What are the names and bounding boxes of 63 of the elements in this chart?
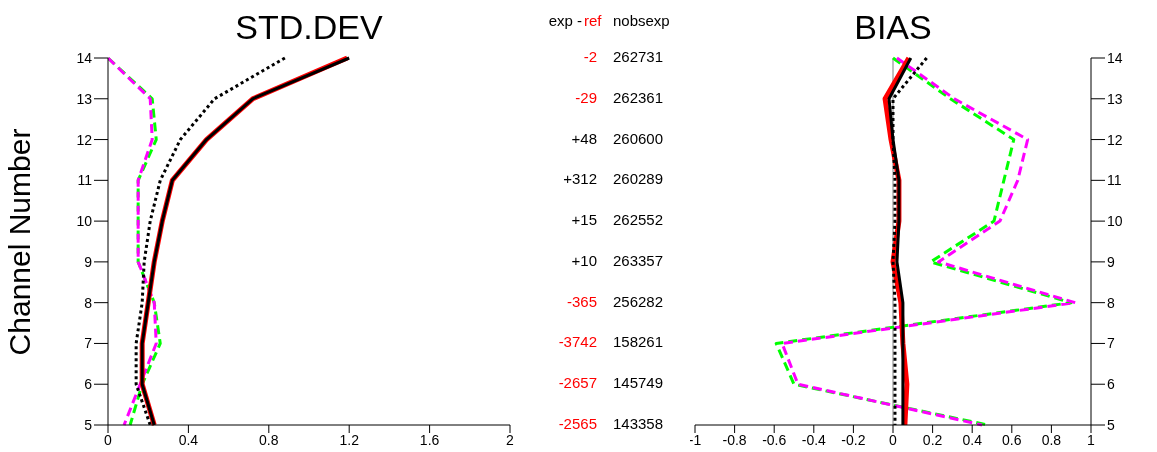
- text: 256282: [613, 292, 664, 310]
- text: 260600: [613, 129, 664, 147]
- x-tick-label: 1.2: [339, 431, 360, 448]
- x-tick-label: 0.4: [178, 431, 199, 448]
- text: -29: [575, 88, 597, 106]
- text: +10: [571, 251, 597, 269]
- text: ref: [584, 12, 602, 29]
- text: 158261: [613, 333, 664, 351]
- y-tick-label: 11: [1107, 172, 1122, 189]
- x-tick-label: 2: [506, 431, 515, 448]
- y-tick-label: 14: [1107, 49, 1123, 66]
- x-tick-label: 0.2: [922, 431, 943, 448]
- x-tick-label: 0: [104, 431, 113, 448]
- chart-title: BIAS: [853, 8, 933, 47]
- y-tick-label: 11: [77, 172, 93, 189]
- text: 143358: [613, 415, 664, 432]
- x-tick-label: -0.8: [722, 431, 747, 448]
- x-tick-label: -0.2: [841, 431, 866, 448]
- y-tick-label: 6: [84, 376, 93, 393]
- y-tick-label: 7: [84, 335, 93, 352]
- y-tick-label: 12: [76, 131, 93, 148]
- y-tick-label: 14: [76, 49, 93, 66]
- y-tick-label: 8: [1107, 294, 1115, 311]
- text: -2657: [558, 374, 597, 392]
- y-axis-title: Channel Number: [3, 128, 37, 355]
- y-tick-label: 12: [1107, 131, 1123, 148]
- text: 260289: [613, 170, 664, 188]
- text: -2565: [558, 415, 597, 432]
- x-tick-label: -0.4: [801, 431, 827, 448]
- y-tick-label: 8: [84, 294, 93, 311]
- x-tick-label: 0.8: [259, 431, 279, 448]
- x-tick-label: -1: [688, 431, 702, 448]
- y-tick-label: 10: [1107, 213, 1123, 230]
- x-tick-label: 0.4: [962, 431, 983, 448]
- text: -365: [566, 292, 597, 310]
- x-tick-label: 0.6: [1002, 431, 1022, 448]
- y-tick-label: 9: [1107, 253, 1115, 270]
- y-tick-label: 5: [1107, 416, 1115, 433]
- text: -2: [583, 48, 597, 65]
- text: +15: [571, 211, 597, 229]
- y-tick-label: 9: [84, 253, 93, 270]
- chart-title: STD.DEV: [234, 8, 384, 47]
- text: exp -: [548, 12, 582, 29]
- y-tick-label: 7: [1107, 335, 1115, 352]
- y-tick-label: 5: [84, 416, 93, 433]
- text: 263357: [613, 251, 664, 269]
- y-tick-label: 6: [1107, 376, 1115, 393]
- text: +48: [571, 129, 597, 147]
- x-tick-label: 1: [1087, 431, 1096, 448]
- text: 262361: [613, 88, 664, 106]
- x-tick-label: 0.8: [1041, 431, 1062, 448]
- y-tick-label: 10: [76, 213, 93, 230]
- x-tick-label: -0.6: [762, 431, 787, 448]
- text: nobsexp: [613, 12, 670, 29]
- x-tick-label: 1.6: [419, 431, 440, 448]
- text: 262552: [613, 211, 664, 229]
- x-tick-label: 0: [889, 431, 898, 448]
- y-tick-label: 13: [76, 90, 93, 107]
- text: +312: [563, 170, 597, 188]
- text: -3742: [558, 333, 597, 351]
- y-tick-label: 13: [1107, 90, 1123, 107]
- text: 262731: [613, 48, 664, 65]
- text: 145749: [613, 374, 664, 392]
